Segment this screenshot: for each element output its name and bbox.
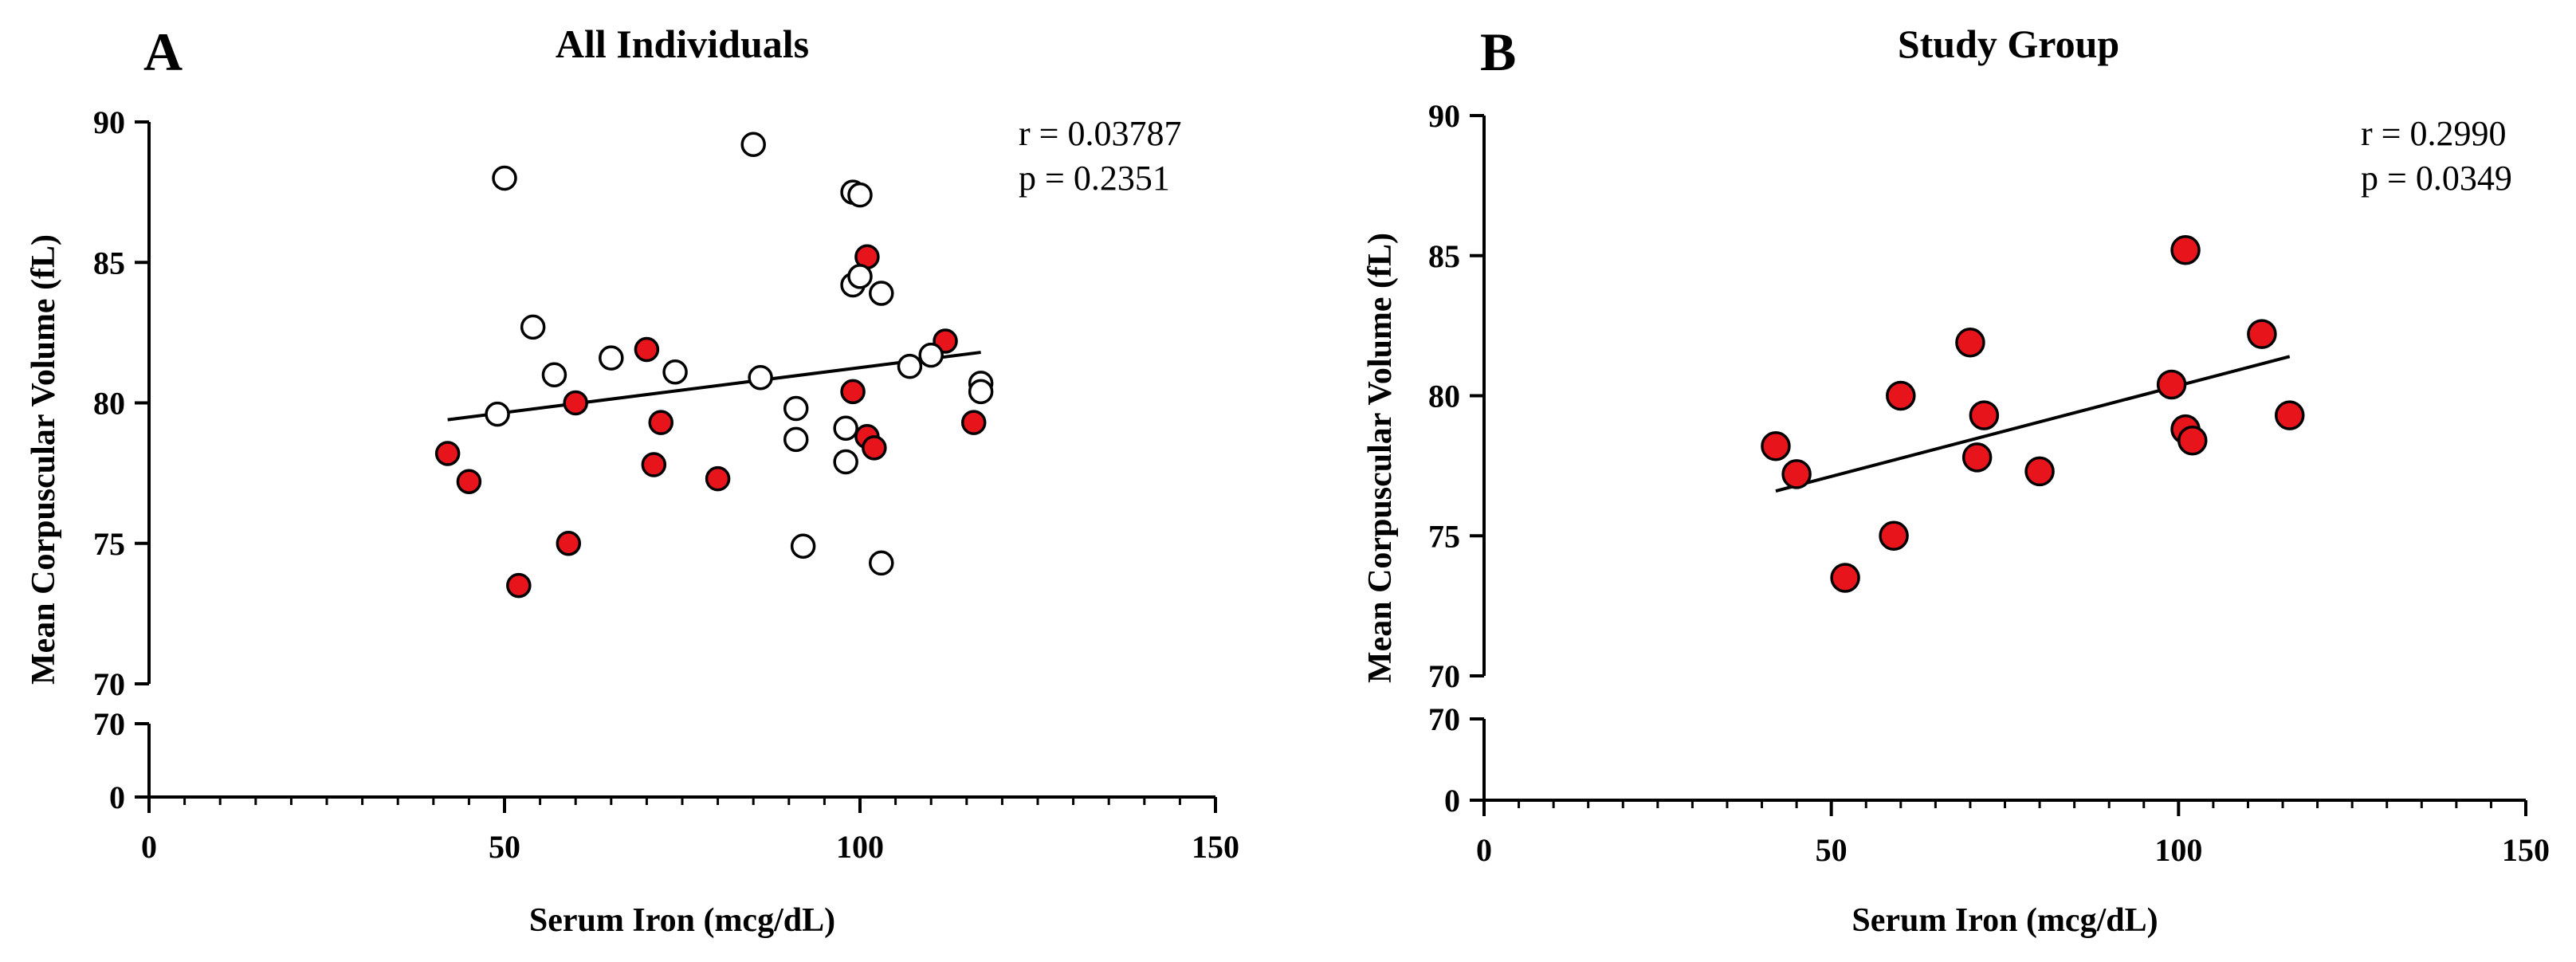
panel-a-series-0-point-14 xyxy=(960,410,987,435)
panel-b-title: Study Group xyxy=(1898,22,2119,66)
panel-a-series-1-point-12 xyxy=(833,449,858,475)
panel-a-series-1-point-7 xyxy=(748,365,773,391)
panel-b-series-0-point-4 xyxy=(1886,380,1916,411)
panel-a-series-1-point-15 xyxy=(847,182,873,208)
panel-a-series-1 xyxy=(485,132,994,576)
panel-a-series-0-point-1 xyxy=(456,469,482,494)
panel-a-series-0-point-0 xyxy=(434,441,461,466)
panel-b-series-0 xyxy=(1761,234,2305,593)
panel-a-regression-line xyxy=(447,351,981,422)
panel-b-y-lower-tick-label-0: 0 xyxy=(1444,783,1460,819)
panel-a-y-lower-tick-label-70: 70 xyxy=(93,706,125,742)
panel-b-stat-r: r = 0.2990 xyxy=(2361,114,2506,153)
panel-b-y-axis-label: Mean Corpuscular Volume (fL) xyxy=(1362,233,1399,683)
panel-b-series-0-point-8 xyxy=(2024,456,2055,487)
panel-a-series-1-point-10 xyxy=(790,533,816,560)
panel-b-series-0-point-9 xyxy=(2156,369,2187,400)
panel-b-series-0-point-12 xyxy=(2177,425,2208,456)
panel-b-series-0-point-13 xyxy=(2247,319,2277,349)
panel-b-regression-line xyxy=(1775,355,2291,493)
panel-b-x-tick-label-50: 50 xyxy=(1816,832,1848,868)
panel-a-series-0-point-12 xyxy=(862,435,887,461)
panel-a: A All Individuals 70 75 80 85 90 0 70 0 50 100 150 Se… xyxy=(26,22,1239,939)
panel-a-series-1-point-19 xyxy=(897,353,923,379)
panel-a-series-1-point-3 xyxy=(541,362,567,387)
panel-b-x-axis-label: Serum Iron (mcg/dL) xyxy=(1852,902,2158,939)
panel-a-series-1-point-9 xyxy=(783,426,809,453)
panel-a-series-1-point-18 xyxy=(869,550,894,576)
panel-b-series-0-point-10 xyxy=(2170,234,2201,265)
panel-a-y-tick-label-90: 90 xyxy=(93,104,125,140)
panel-a-series-0-point-7 xyxy=(648,410,673,435)
panel-a-series-1-point-22 xyxy=(968,379,994,405)
panel-b-letter: B xyxy=(1480,22,1516,82)
panel-a-y-tick-label-75: 75 xyxy=(93,526,125,562)
panel-a-y-axis-label: Mean Corpuscular Volume (fL) xyxy=(26,234,62,685)
panel-b-y-tick-label-75: 75 xyxy=(1428,518,1460,554)
panel-a-series-1-point-2 xyxy=(520,314,546,340)
panel-a-title: All Individuals xyxy=(556,22,809,66)
panel-a-series-1-point-1 xyxy=(492,165,517,191)
panel-a-y-tick-label-70: 70 xyxy=(93,666,125,702)
panel-a-series-1-point-16 xyxy=(847,264,873,289)
panel-a-series-0-point-2 xyxy=(506,572,532,599)
panel-a-series-1-point-11 xyxy=(833,415,858,441)
panel-b-series-0-point-3 xyxy=(1879,520,1909,551)
panel-a-x-tick-label-50: 50 xyxy=(489,829,520,865)
panel-b-series-0-point-0 xyxy=(1761,431,1791,461)
panel-a-x-tick-label-100: 100 xyxy=(836,829,884,865)
panel-a-series-0-point-3 xyxy=(556,531,582,556)
panel-b-y-tick-label-80: 80 xyxy=(1428,379,1460,414)
panel-a-stat-p: p = 0.2351 xyxy=(1019,159,1170,198)
panel-a-series-1-point-8 xyxy=(783,395,809,422)
panel-a-series-0 xyxy=(434,244,987,599)
panel-a-series-0-point-8 xyxy=(705,465,731,492)
panel-a-x-axis-label: Serum Iron (mcg/dL) xyxy=(529,902,835,939)
panel-a-letter: A xyxy=(143,22,183,82)
panel-b-x-tick-label-150: 150 xyxy=(2502,832,2550,868)
panel-b-series-0-point-5 xyxy=(1955,327,1985,358)
panel-b: B Study Group 70 75 80 85 90 0 70 0 50 100 150 Serum … xyxy=(1362,22,2550,939)
panel-a-series-1-point-17 xyxy=(869,281,894,306)
panel-a-y-lower-tick-label-0: 0 xyxy=(109,779,125,815)
panel-a-series-1-point-5 xyxy=(662,359,688,385)
panel-b-stat-p: p = 0.0349 xyxy=(2361,159,2512,198)
panel-a-series-0-point-9 xyxy=(840,379,866,405)
panel-a-series-0-point-5 xyxy=(634,336,660,363)
panel-a-stat-r: r = 0.03787 xyxy=(1019,114,1181,153)
panel-b-y-tick-label-70: 70 xyxy=(1428,658,1460,694)
panel-b-series-0-point-2 xyxy=(1830,563,1860,593)
panel-a-series-0-point-6 xyxy=(641,452,667,477)
panel-a-series-1-point-20 xyxy=(918,342,944,368)
panel-a-series-0-point-4 xyxy=(563,390,588,416)
panel-b-series-0-point-1 xyxy=(1781,459,1812,489)
panel-b-y-tick-label-85: 85 xyxy=(1428,238,1460,274)
panel-b-x-tick-label-0: 0 xyxy=(1476,832,1492,868)
panel-a-series-1-point-6 xyxy=(740,132,766,157)
panel-a-series-1-point-0 xyxy=(485,401,510,427)
panel-b-series-0-point-14 xyxy=(2274,400,2305,430)
panel-a-series-1-point-4 xyxy=(599,345,624,371)
panel-b-y-tick-label-90: 90 xyxy=(1428,98,1460,134)
panel-a-y-tick-label-85: 85 xyxy=(93,245,125,281)
panel-b-series-0-point-6 xyxy=(1961,442,1993,473)
panel-b-y-lower-tick-label-70: 70 xyxy=(1428,701,1460,737)
panel-a-x-tick-label-0: 0 xyxy=(141,829,157,865)
panel-a-y-tick-label-80: 80 xyxy=(93,386,125,422)
panel-b-series-0-point-7 xyxy=(1969,400,2000,430)
panel-b-x-tick-label-100: 100 xyxy=(2154,832,2202,868)
panel-a-x-tick-label-150: 150 xyxy=(1192,829,1239,865)
